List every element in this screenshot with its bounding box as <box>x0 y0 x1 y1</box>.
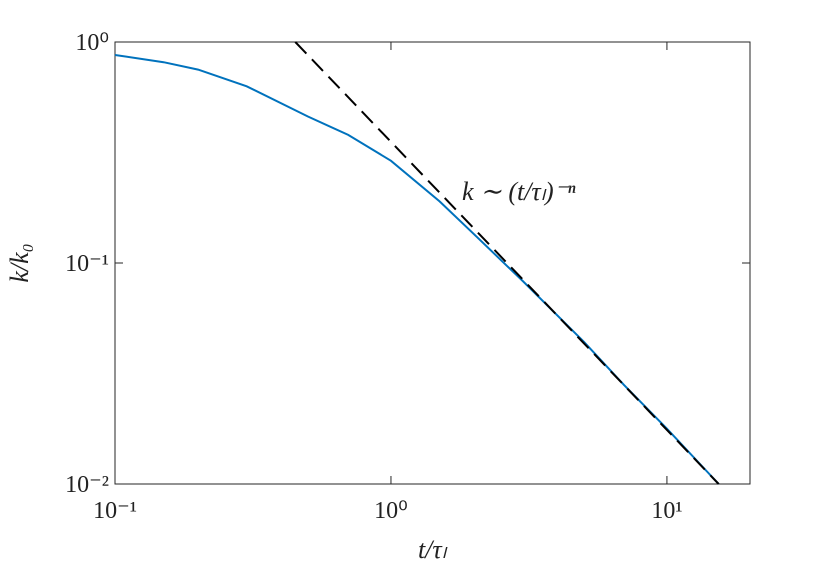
y-axis-label: k/k₀ <box>5 243 34 282</box>
y-tick-label: 10⁰ <box>75 30 109 56</box>
y-tick-label: 10⁻² <box>65 472 109 498</box>
y-tick-label: 10⁻¹ <box>65 251 109 277</box>
x-tick-label: 10⁻¹ <box>93 498 137 524</box>
line-series <box>114 54 720 485</box>
line-series <box>294 41 720 485</box>
x-axis-label: t/τₗ <box>418 535 448 564</box>
x-tick-label: 10¹ <box>651 498 682 524</box>
annotation: k ∼ (t/τₗ)⁻ⁿ <box>462 177 576 206</box>
x-tick-label: 10⁰ <box>374 498 408 524</box>
